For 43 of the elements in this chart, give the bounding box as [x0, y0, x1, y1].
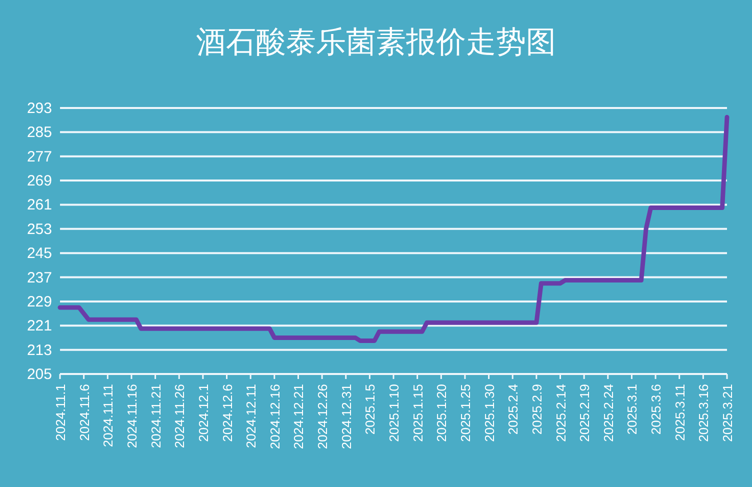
x-tick-label: 2025.1.20 — [434, 384, 450, 442]
x-tick-label: 2024.11.6 — [76, 384, 92, 441]
x-tick-label: 2025.1.30 — [482, 384, 497, 442]
x-tick-label: 2024.11.11 — [100, 384, 116, 448]
x-tick-label: 2024.12.21 — [291, 384, 306, 450]
x-tick-label: 2025.3.21 — [720, 384, 735, 442]
y-tick-label: 237 — [26, 269, 52, 286]
x-tick-label: 2024.11.26 — [172, 384, 188, 448]
y-tick-label: 293 — [26, 100, 52, 117]
y-tick-label: 277 — [26, 148, 52, 166]
y-tick-label: 245 — [26, 245, 52, 262]
x-tick-label: 2025.2.14 — [553, 384, 568, 442]
x-tick-label: 2024.12.6 — [220, 384, 235, 442]
x-tick-label: 2024.12.16 — [267, 384, 282, 450]
x-tick-label: 2025.3.6 — [648, 384, 664, 435]
x-tick-label: 2024.12.31 — [338, 384, 354, 450]
line-series — [58, 114, 730, 343]
y-tick-label: 229 — [26, 293, 52, 310]
x-tick-label: 2025.2.19 — [577, 384, 592, 442]
y-tick-label: 221 — [26, 318, 52, 335]
y-tick-label: 261 — [26, 196, 52, 214]
x-tick-label: 2025.3.16 — [696, 384, 712, 442]
y-tick-label: 269 — [26, 172, 52, 190]
y-tick-label: 253 — [26, 220, 52, 238]
x-tick-label: 2025.1.15 — [410, 384, 426, 442]
chart-title: 酒石酸泰乐菌素报价走势图 — [196, 26, 556, 59]
y-tick-label: 213 — [26, 342, 52, 359]
x-tick-label: 2025.2.4 — [506, 384, 521, 435]
y-tick-label: 285 — [26, 124, 52, 142]
y-tick-label: 205 — [26, 366, 52, 383]
x-tick-label: 2025.1.5 — [362, 384, 378, 435]
x-tick-label: 2024.12.1 — [196, 384, 211, 442]
x-tick-label: 2024.12.26 — [315, 384, 330, 450]
x-tick-label: 2025.3.11 — [672, 384, 688, 441]
x-tick-label: 2025.2.9 — [529, 384, 544, 435]
x-tick-label: 2025.2.24 — [600, 384, 616, 442]
x-tick-label: 2025.1.25 — [458, 384, 473, 442]
x-tick-label: 2024.11.1 — [53, 384, 68, 441]
x-tick-label: 2024.12.11 — [244, 384, 259, 448]
x-tick-label: 2025.3.1 — [624, 384, 640, 435]
x-tick-label: 2024.11.16 — [124, 384, 140, 448]
x-tick-label: 2024.11.21 — [148, 384, 164, 448]
x-tick-label: 2025.1.10 — [386, 384, 402, 442]
